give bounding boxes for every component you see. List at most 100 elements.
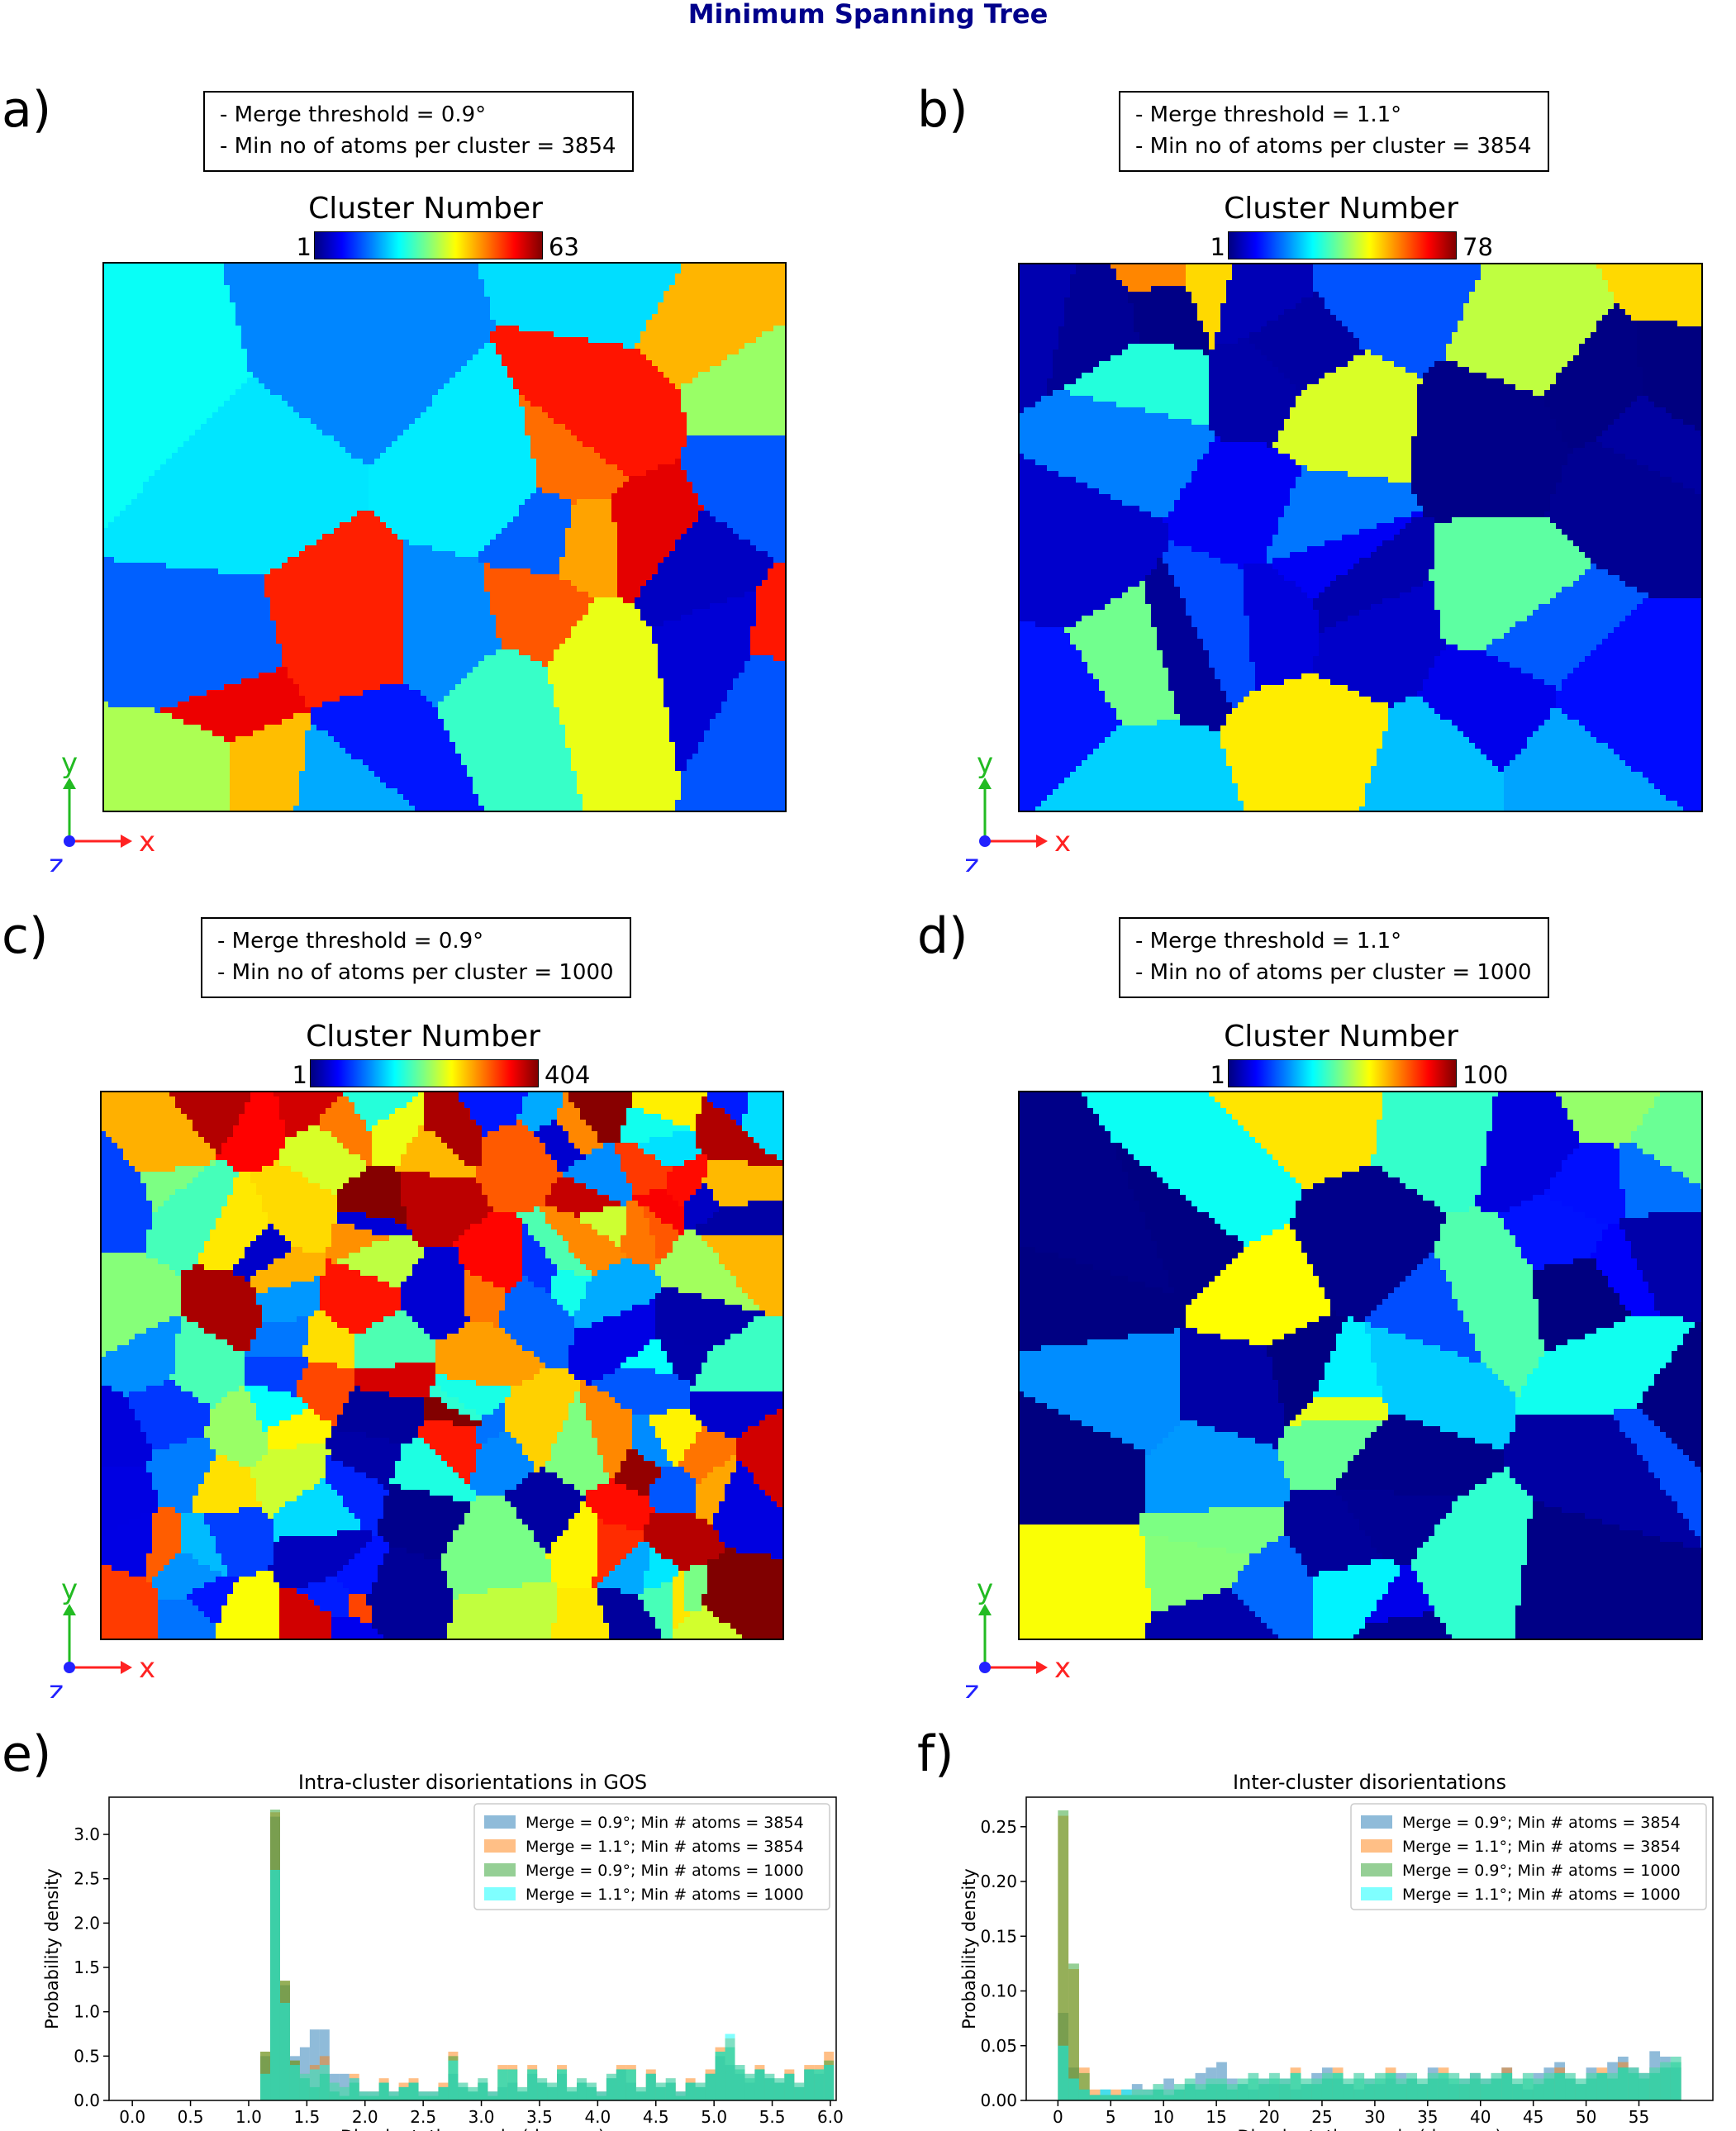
y-tick-label: 3.0 — [74, 1824, 100, 1844]
bar-series-3 — [349, 2078, 359, 2100]
x-axis-label: x — [139, 1652, 155, 1685]
x-axis-arrowhead — [121, 1661, 132, 1674]
panel-d-cluster-map — [1018, 1091, 1703, 1640]
bar-series-3 — [1596, 2072, 1608, 2100]
panel-c-letter: c) — [2, 911, 48, 961]
bar-series-3 — [1321, 2072, 1333, 2100]
x-tick-label: 10 — [1153, 2107, 1173, 2127]
bar-series-3 — [418, 2091, 429, 2100]
bar-series-3 — [784, 2073, 795, 2100]
z-axis-label: z — [49, 849, 64, 872]
bar-series-3 — [1469, 2072, 1481, 2100]
bar-series-3 — [685, 2082, 696, 2100]
bar-series-3 — [764, 2073, 775, 2100]
panel-c-colorbar — [310, 1059, 539, 1087]
bar-series-3 — [359, 2091, 369, 2100]
x-tick-label: 45 — [1523, 2107, 1543, 2127]
legend-swatch — [484, 1887, 516, 1900]
bar-series-3 — [665, 2078, 676, 2100]
x-tick-label: 1.0 — [235, 2107, 262, 2127]
bar-series-3 — [606, 2073, 616, 2100]
panel-e-histogram: Intra-cluster disorientations in GOS 0.0 0… — [42, 1771, 844, 2131]
y-axis-title: Probability density — [42, 1868, 62, 2029]
bar-series-3 — [319, 2065, 330, 2100]
legend-swatch — [1361, 1839, 1392, 1853]
bar-series-3 — [1586, 2072, 1597, 2100]
bar-series-3 — [1131, 2089, 1143, 2100]
bar-series-3 — [388, 2091, 399, 2100]
z-axis-dot — [64, 1662, 75, 1673]
panel-b-colorbar-min: 1 — [1207, 234, 1225, 260]
bar-series-2 — [1058, 1810, 1069, 2100]
bar-series-3 — [1258, 2078, 1270, 2100]
panel-c-colorbar-max: 404 — [545, 1062, 590, 1088]
bar-series-3 — [794, 2082, 805, 2100]
x-tick-label: 20 — [1258, 2107, 1279, 2127]
x-axis-title: Disorientation angle (degrees) — [1237, 2127, 1501, 2131]
bar-series-3 — [1575, 2078, 1586, 2100]
legend-swatch — [1361, 1863, 1392, 1877]
y-tick-label: 1.5 — [74, 1957, 100, 1977]
bar-series-3 — [1364, 2078, 1375, 2100]
bar-series-3 — [1512, 2078, 1523, 2100]
z-axis-dot — [64, 835, 75, 847]
y-axis-label: y — [61, 748, 78, 780]
x-tick-label: 35 — [1417, 2107, 1438, 2127]
x-tick-label: 25 — [1311, 2107, 1332, 2127]
legend-entry: Merge = 1.1°; Min # atoms = 1000 — [526, 1886, 804, 1904]
bar-series-3 — [1269, 2072, 1280, 2100]
panel-a-info-line-2: - Min no of atoms per cluster = 3854 — [220, 131, 617, 162]
x-tick-label: 4.5 — [643, 2107, 669, 2127]
panel-a-axis-triad: y x z — [49, 748, 155, 872]
bar-series-3 — [1438, 2072, 1449, 2100]
x-tick-label: 0.5 — [178, 2107, 204, 2127]
bar-series-3 — [1459, 2078, 1470, 2100]
panel-a-colorbar-max: 63 — [549, 234, 579, 260]
bar-series-3 — [369, 2091, 379, 2100]
x-tick-label: 0 — [1053, 2107, 1063, 2127]
y-tick-label: 0.25 — [980, 1817, 1017, 1837]
bar-series-3 — [655, 2082, 666, 2100]
legend-entry: Merge = 1.1°; Min # atoms = 3854 — [1402, 1838, 1681, 1856]
x-axis-label: x — [139, 825, 155, 859]
x-axis-label: x — [1054, 825, 1071, 859]
bar-series-3 — [309, 2069, 320, 2100]
bar-series-3 — [1522, 2072, 1534, 2100]
bar-series-3 — [596, 2091, 606, 2100]
y-tick-label: 0.15 — [980, 1926, 1017, 1946]
chart-title: Intra-cluster disorientations in GOS — [298, 1771, 647, 1794]
bar-series-3 — [299, 2073, 310, 2100]
panel-a-cluster-map — [102, 262, 787, 812]
bar-series-3 — [438, 2086, 449, 2100]
bar-series-3 — [339, 2086, 350, 2100]
x-tick-label: 3.5 — [526, 2107, 553, 2127]
bar-series-3 — [635, 2086, 646, 2100]
y-tick-label: 2.5 — [74, 1869, 100, 1889]
y-tick-label: 0.5 — [74, 2046, 100, 2066]
y-axis-label: y — [977, 748, 993, 780]
y-tick-label: 0.10 — [980, 1981, 1017, 2001]
panel-c-colorbar-title: Cluster Number — [291, 1020, 555, 1054]
bar-series-3 — [577, 2078, 587, 2100]
legend — [1350, 1803, 1707, 1910]
bar-series-3 — [507, 2069, 518, 2100]
bar-series-3 — [695, 2082, 706, 2100]
bar-series-3 — [458, 2082, 468, 2100]
panel-d-info-line-1: - Merge threshold = 1.1° — [1135, 925, 1533, 957]
bar-series-3 — [547, 2082, 558, 2100]
bar-series-3 — [1142, 2089, 1153, 2100]
bar-series-3 — [329, 2082, 340, 2100]
y-axis-label: y — [61, 1574, 78, 1606]
bar-series-3 — [1374, 2072, 1386, 2100]
panel-c-info-box: - Merge threshold = 0.9° - Min no of ato… — [201, 917, 631, 998]
panel-b-colorbar-title: Cluster Number — [1209, 193, 1473, 226]
bar-series-3 — [1078, 2089, 1090, 2100]
bar-series-3 — [1649, 2067, 1661, 2100]
bar-series-3 — [378, 2082, 389, 2100]
bar-series-3 — [1290, 2072, 1301, 2100]
panel-f-letter: f) — [917, 1729, 954, 1779]
bar-series-3 — [616, 2069, 626, 2100]
bar-series-3 — [744, 2073, 755, 2100]
bar-series-3 — [1396, 2078, 1407, 2100]
x-axis-arrowhead — [121, 835, 132, 848]
